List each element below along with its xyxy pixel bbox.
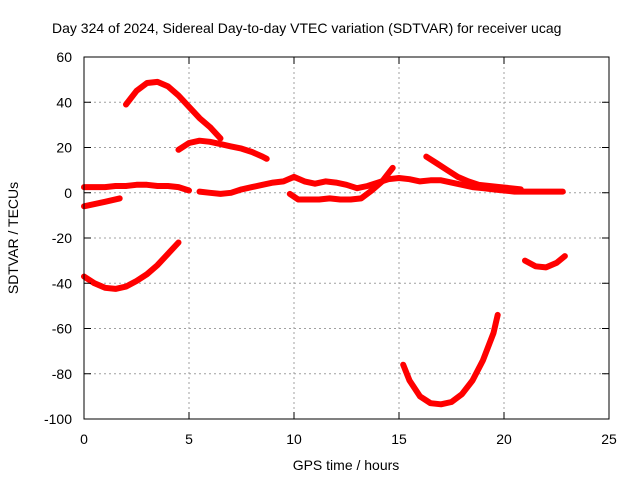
y-tick-label: 0 bbox=[64, 185, 72, 201]
series-arc-1 bbox=[123, 78, 224, 142]
x-axis-label: GPS time / hours bbox=[293, 457, 400, 473]
series-arc-10 bbox=[522, 253, 568, 271]
y-tick-label: 40 bbox=[56, 94, 72, 110]
x-tick-label: 0 bbox=[80, 431, 88, 447]
axis-ticks: 0 5 10 15 20 25 -100 -80 -60 -40 -20 0 20 40 60 bbox=[44, 49, 617, 447]
series-arc-4 bbox=[81, 195, 123, 210]
y-tick-label: 60 bbox=[56, 49, 72, 65]
series-arc-9 bbox=[400, 311, 501, 408]
series-arc-6 bbox=[286, 164, 396, 203]
y-axis-label: SDTVAR / TECUs bbox=[5, 182, 21, 294]
x-tick-label: 15 bbox=[391, 431, 407, 447]
y-tick-label: 20 bbox=[56, 140, 72, 156]
chart-title: Day 324 of 2024, Sidereal Day-to-day VTE… bbox=[52, 20, 561, 36]
y-tick-label: -80 bbox=[52, 366, 72, 382]
y-tick-label: -100 bbox=[44, 411, 72, 427]
series-arc-8 bbox=[81, 239, 182, 292]
y-tick-label: -40 bbox=[52, 275, 72, 291]
series-layer bbox=[81, 78, 568, 408]
y-tick-label: -20 bbox=[52, 230, 72, 246]
series-arc-2 bbox=[175, 137, 270, 162]
series-arc-7 bbox=[423, 153, 524, 193]
y-tick-label: -60 bbox=[52, 321, 72, 337]
x-tick-label: 20 bbox=[496, 431, 512, 447]
grid bbox=[84, 57, 609, 419]
x-tick-label: 25 bbox=[601, 431, 617, 447]
series-arc-3 bbox=[81, 181, 192, 194]
x-tick-label: 5 bbox=[185, 431, 193, 447]
x-tick-label: 10 bbox=[286, 431, 302, 447]
